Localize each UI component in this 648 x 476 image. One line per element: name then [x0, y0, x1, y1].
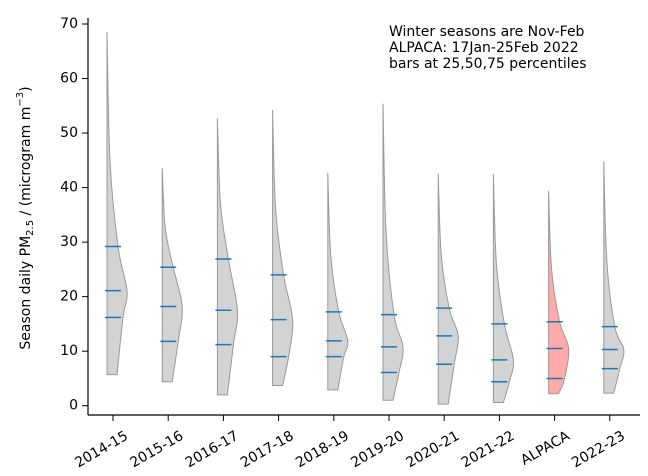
- violin: [161, 167, 183, 383]
- violin: [382, 103, 404, 401]
- y-label-part: −3: [15, 92, 26, 107]
- y-tick-label: 20: [60, 289, 78, 305]
- y-tick-label: 60: [60, 71, 78, 87]
- y-label-part: Season daily PM: [18, 236, 34, 350]
- x-tick-label: 2021-22: [459, 428, 518, 471]
- violin: [106, 32, 128, 376]
- violin: [327, 172, 349, 391]
- x-tick-label: 2019-20: [348, 428, 407, 471]
- y-label-part: / (microgram m: [18, 107, 34, 220]
- x-tick-label: 2020-21: [404, 428, 463, 471]
- annotation: Winter seasons are Nov-Feb: [389, 24, 585, 40]
- x-tick-label: 2014-15: [72, 428, 131, 471]
- y-tick-label: 70: [60, 16, 78, 32]
- y-tick-label: 40: [60, 180, 78, 196]
- x-tick-label: ALPACA: [518, 428, 573, 469]
- y-tick-label: 50: [60, 125, 78, 141]
- x-tick-label: 2022-23: [569, 428, 628, 471]
- violin: [492, 173, 515, 403]
- y-tick-label: 0: [69, 398, 78, 414]
- x-tick-label: 2015-16: [128, 428, 187, 471]
- violin: [272, 110, 294, 387]
- y-label-part: ): [18, 86, 34, 91]
- y-tick-label: 10: [60, 343, 78, 359]
- y-tick-label: 30: [60, 234, 78, 250]
- violin: [548, 190, 570, 395]
- violin: [216, 118, 239, 396]
- annotation: ALPACA: 17Jan-25Feb 2022: [389, 40, 579, 56]
- y-label-part: 2.5: [25, 220, 36, 236]
- x-tick-label: 2017-18: [238, 428, 297, 471]
- y-axis-label: Season daily PM2.5 / (microgram m−3): [15, 86, 36, 349]
- x-tick-label: 2018-19: [293, 428, 352, 471]
- violin: [437, 173, 459, 405]
- annotation: bars at 25,50,75 percentiles: [389, 56, 587, 72]
- x-tick-label: 2016-17: [183, 428, 242, 471]
- violin: [603, 161, 625, 394]
